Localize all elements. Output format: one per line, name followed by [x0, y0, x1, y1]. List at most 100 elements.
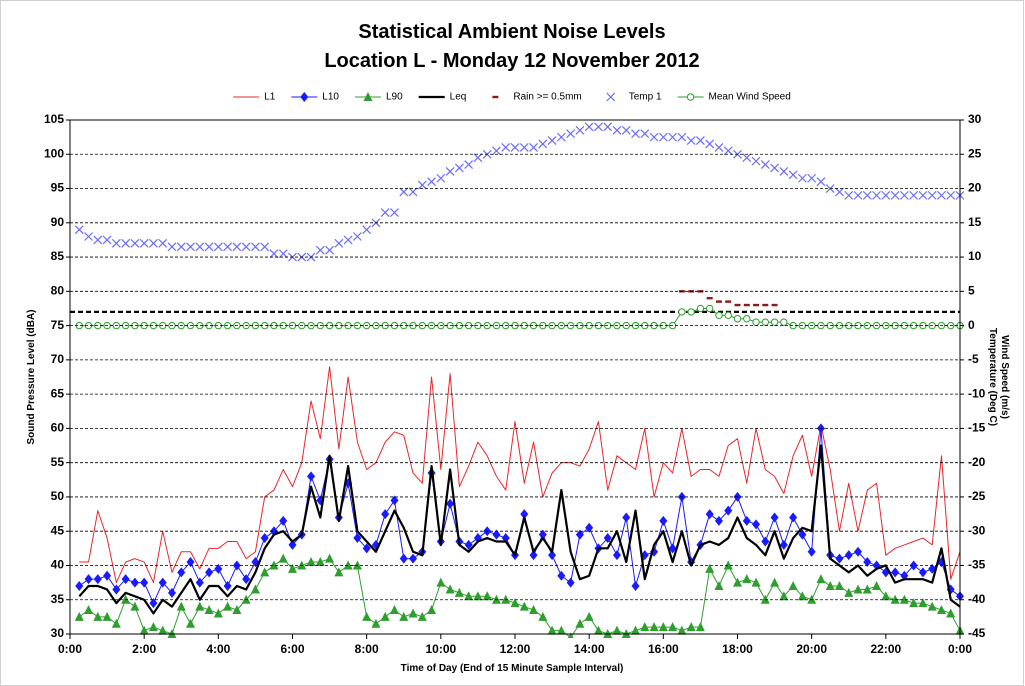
- triangle-marker: [770, 577, 780, 587]
- diamond-marker: [214, 563, 223, 574]
- triangle-marker: [714, 581, 724, 591]
- plot-frame: [69, 119, 961, 635]
- x-marker: [844, 190, 854, 200]
- y2-tick-label: -25: [968, 489, 986, 503]
- triangle-marker: [93, 611, 103, 621]
- legend-item: L1: [233, 92, 276, 103]
- x-tick-label: 10:00: [425, 642, 456, 656]
- y-tick-label: 90: [51, 215, 65, 229]
- triangle-marker: [148, 622, 158, 632]
- triangle-marker: [658, 622, 668, 632]
- diamond-marker: [205, 567, 214, 578]
- triangle-marker: [612, 625, 622, 635]
- x-marker: [167, 242, 177, 252]
- x-marker: [621, 125, 631, 135]
- triangle-marker: [399, 611, 409, 621]
- triangle-marker: [288, 563, 297, 573]
- x-marker: [139, 238, 149, 248]
- diamond-marker: [353, 533, 362, 544]
- triangle-marker: [946, 608, 956, 618]
- x-marker: [658, 132, 668, 142]
- diamond-marker: [668, 543, 677, 554]
- y2-tick-label: -35: [968, 558, 986, 572]
- legend-label: L1: [264, 92, 276, 103]
- diamond-marker: [835, 553, 844, 564]
- x-marker: [606, 92, 616, 102]
- triangle-marker: [519, 601, 529, 611]
- x-marker: [102, 235, 112, 245]
- triangle-marker: [631, 625, 641, 635]
- y2-axis-label: Temperature (Deg C): [987, 328, 998, 426]
- triangle-marker: [862, 584, 872, 594]
- diamond-marker: [612, 550, 621, 561]
- x-marker: [612, 125, 622, 135]
- y2-tick-label: 20: [968, 181, 982, 195]
- dash-marker: [725, 300, 732, 303]
- triangle-marker: [306, 557, 316, 567]
- y-tick-label: 40: [51, 558, 65, 572]
- x-marker: [223, 242, 233, 252]
- x-marker: [566, 129, 576, 139]
- triangle-marker: [436, 577, 446, 587]
- x-marker: [130, 238, 140, 248]
- x-marker: [640, 129, 650, 139]
- circle-marker: [770, 318, 779, 326]
- x-marker: [334, 238, 344, 248]
- diamond-marker: [761, 536, 770, 547]
- triangle-marker: [881, 591, 891, 601]
- triangle-marker: [158, 625, 168, 635]
- x-marker: [158, 238, 168, 248]
- y-tick-label: 95: [51, 181, 65, 195]
- x-marker: [835, 187, 844, 197]
- x-marker: [668, 132, 678, 142]
- triangle-marker: [538, 611, 548, 621]
- diamond-marker: [167, 587, 176, 598]
- x-marker: [510, 142, 520, 152]
- triangle-marker: [751, 577, 761, 587]
- legend-label: L10: [322, 92, 339, 103]
- series-line: [78, 444, 961, 615]
- x-marker: [937, 190, 946, 200]
- x-marker: [362, 225, 372, 235]
- x-marker: [427, 177, 436, 187]
- triangle-marker: [927, 601, 937, 611]
- x-marker: [603, 122, 613, 132]
- x-marker: [278, 249, 288, 259]
- x-marker: [705, 139, 715, 149]
- triangle-marker: [389, 605, 399, 615]
- triangle-marker: [825, 581, 835, 591]
- x-tick-label: 22:00: [870, 642, 901, 656]
- circle-marker: [752, 318, 760, 326]
- diamond-marker: [103, 570, 112, 581]
- x-marker: [677, 132, 687, 142]
- diamond-marker: [362, 543, 371, 554]
- legend-item: Leq: [418, 92, 466, 103]
- diamond-marker: [75, 581, 84, 592]
- circle-marker: [724, 311, 732, 320]
- legend-label: Rain >= 0.5mm: [513, 92, 581, 103]
- triangle-marker: [380, 611, 390, 621]
- x-marker: [454, 163, 464, 173]
- y2-tick-label: 25: [968, 146, 982, 160]
- x-tick-label: 6:00: [280, 642, 304, 656]
- x-marker: [816, 177, 826, 187]
- triangle-marker: [909, 598, 919, 608]
- y2-tick-label: -15: [968, 421, 986, 435]
- circle-marker: [780, 318, 788, 326]
- y2-tick-label: -40: [968, 592, 986, 606]
- legend-item: L90: [354, 92, 403, 103]
- dash-marker: [706, 296, 713, 300]
- diamond-marker: [520, 509, 529, 520]
- triangle-marker: [371, 618, 381, 628]
- triangle-marker: [816, 574, 826, 584]
- x-marker: [547, 136, 557, 145]
- y2-tick-label: 5: [968, 284, 975, 298]
- x-marker: [881, 190, 891, 200]
- triangle-marker: [593, 625, 603, 635]
- dash-marker: [743, 303, 750, 307]
- x-marker: [946, 190, 956, 200]
- diamond-marker: [891, 567, 900, 578]
- triangle-marker: [343, 560, 353, 570]
- triangle-marker: [779, 591, 789, 601]
- x-marker: [862, 190, 872, 200]
